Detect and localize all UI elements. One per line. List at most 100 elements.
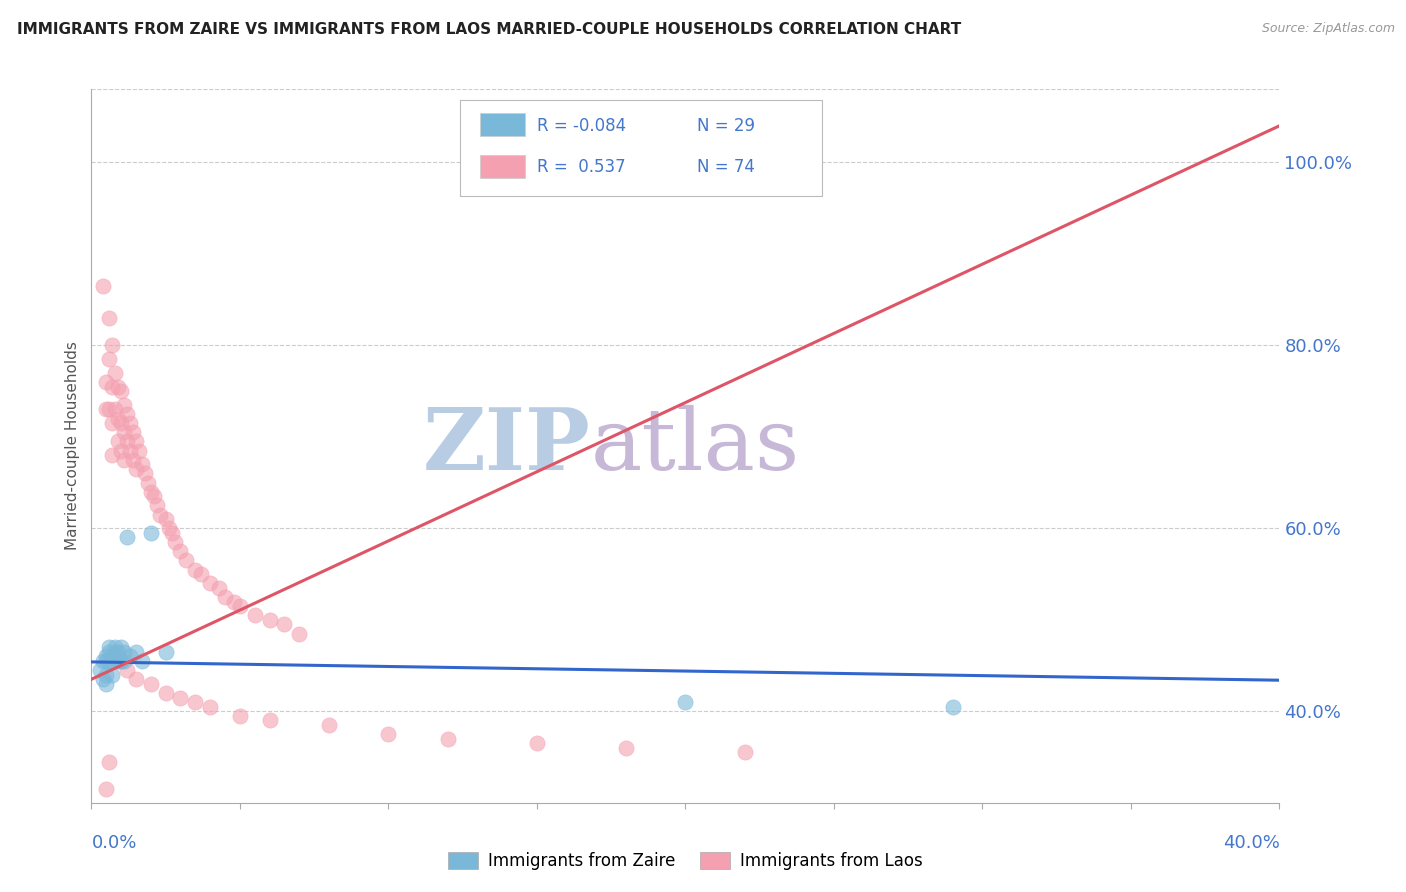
Point (104, 640, 127, 655)
Point (160, 525, 183, 540)
Point (118, 649, 141, 664)
Point (112, 425, 135, 440)
Point (107, 645, 129, 659)
FancyBboxPatch shape (460, 100, 823, 196)
Text: 40.0%: 40.0% (1223, 834, 1279, 852)
Text: N = 74: N = 74 (697, 158, 755, 176)
Point (273, 617, 295, 632)
Point (125, 462, 148, 476)
Point (169, 544, 191, 558)
Point (229, 599, 252, 613)
Point (155, 645, 177, 659)
Point (98, 755, 121, 769)
Point (134, 467, 156, 481)
Point (98, 640, 121, 655)
Point (110, 654, 132, 668)
Point (614, 740, 637, 755)
Point (91, 279, 114, 293)
Point (98, 402, 121, 417)
Point (229, 709, 252, 723)
Point (104, 402, 127, 417)
Point (155, 686, 177, 700)
Point (128, 443, 150, 458)
Point (157, 521, 180, 535)
Point (98, 654, 121, 668)
Point (96, 654, 118, 668)
Point (184, 562, 207, 576)
Point (125, 434, 148, 449)
Point (115, 407, 138, 421)
Point (125, 645, 148, 659)
Point (169, 690, 191, 705)
Point (288, 626, 311, 640)
Point (96, 667, 118, 681)
Point (436, 731, 458, 746)
Point (110, 416, 132, 430)
Point (110, 443, 132, 458)
Point (243, 608, 266, 623)
Point (98, 310, 121, 325)
Point (139, 484, 162, 499)
Point (115, 663, 138, 677)
Point (163, 535, 186, 549)
Point (101, 667, 124, 681)
Point (136, 475, 159, 490)
Point (101, 448, 124, 462)
Point (98, 645, 121, 659)
Point (318, 718, 340, 732)
Point (184, 695, 207, 709)
Text: Source: ZipAtlas.com: Source: ZipAtlas.com (1261, 22, 1395, 36)
Text: IMMIGRANTS FROM ZAIRE VS IMMIGRANTS FROM LAOS MARRIED-COUPLE HOUSEHOLDS CORRELAT: IMMIGRANTS FROM ZAIRE VS IMMIGRANTS FROM… (17, 22, 962, 37)
Point (125, 673, 148, 687)
Point (96, 677, 118, 691)
Point (139, 525, 162, 540)
Point (200, 576, 222, 591)
Point (149, 508, 172, 522)
Point (222, 594, 245, 608)
Text: atlas: atlas (591, 404, 800, 488)
Point (107, 654, 129, 668)
Point (112, 645, 135, 659)
Point (110, 384, 132, 398)
Bar (479, 155, 524, 178)
Y-axis label: Married-couple Households: Married-couple Households (65, 342, 80, 550)
Point (107, 379, 129, 393)
Point (118, 443, 141, 458)
Text: R =  0.537: R = 0.537 (537, 158, 626, 176)
Point (91, 673, 114, 687)
Point (122, 452, 145, 467)
Point (110, 640, 132, 655)
Point (101, 338, 124, 352)
Point (131, 458, 153, 472)
Point (145, 499, 167, 513)
Point (112, 398, 135, 412)
Point (118, 416, 141, 430)
Point (104, 366, 127, 380)
Point (107, 411, 129, 425)
Point (259, 613, 281, 627)
Point (176, 553, 198, 567)
Point (101, 379, 124, 393)
Point (98, 352, 121, 367)
Legend: Immigrants from Zaire, Immigrants from Laos: Immigrants from Zaire, Immigrants from L… (441, 845, 929, 877)
Point (104, 649, 127, 664)
Point (377, 727, 399, 741)
Text: 0.0%: 0.0% (91, 834, 136, 852)
Point (131, 654, 153, 668)
Point (96, 402, 118, 417)
Point (110, 654, 132, 668)
Point (112, 452, 135, 467)
Point (107, 434, 129, 449)
Point (112, 654, 135, 668)
Point (259, 714, 281, 728)
Point (526, 736, 548, 750)
Point (101, 416, 124, 430)
Text: ZIP: ZIP (423, 404, 591, 488)
Point (96, 782, 118, 797)
Point (673, 695, 696, 709)
Point (89, 663, 111, 677)
Point (101, 649, 124, 664)
Point (214, 590, 236, 604)
Point (190, 567, 212, 582)
Point (104, 645, 127, 659)
